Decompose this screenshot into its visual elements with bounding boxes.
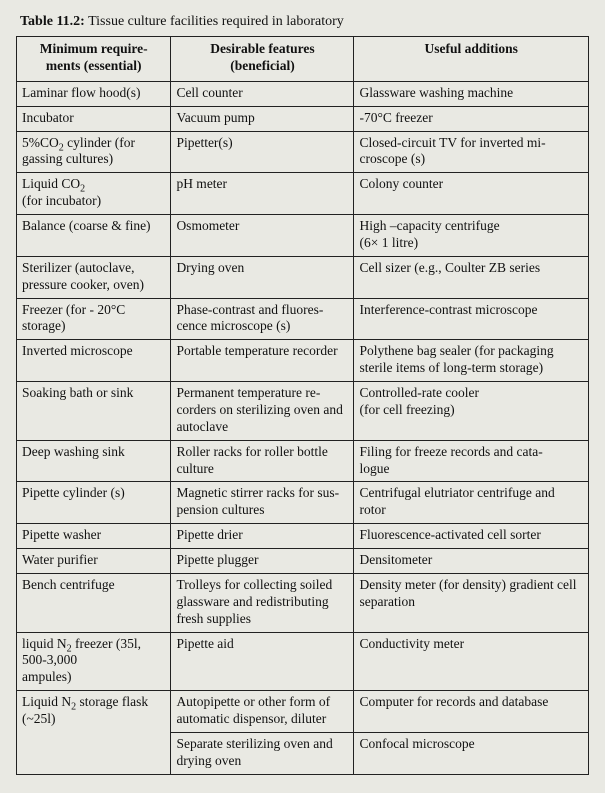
cell: Phase-contrast and fluores-cence microsc… xyxy=(171,298,354,340)
cell: Glassware washing machine xyxy=(354,81,589,106)
cell: Balance (coarse & fine) xyxy=(17,215,171,257)
cell: Permanent temperature re-corders on ster… xyxy=(171,382,354,441)
table-row: 5%CO2 cylinder (for gassing cultures)Pip… xyxy=(17,131,589,173)
cell: Incubator xyxy=(17,106,171,131)
cell: Pipette washer xyxy=(17,524,171,549)
cell: Soaking bath or sink xyxy=(17,382,171,441)
cell: Closed-circuit TV for inverted mi-crosco… xyxy=(354,131,589,173)
cell: Water purifier xyxy=(17,549,171,574)
cell: Polythene bag sealer (for packaging ster… xyxy=(354,340,589,382)
table-row: Deep washing sinkRoller racks for roller… xyxy=(17,440,589,482)
cell: Deep washing sink xyxy=(17,440,171,482)
table-row: Bench centrifugeTrolleys for collecting … xyxy=(17,573,589,632)
cell: Density meter (for density) gradient cel… xyxy=(354,573,589,632)
cell: Computer for records and database xyxy=(354,691,589,733)
cell: Osmometer xyxy=(171,215,354,257)
caption-text: Tissue culture facilities required in la… xyxy=(88,14,344,29)
cell: Autopipette or other form of automatic d… xyxy=(171,691,354,733)
cell: High –capacity centrifuge(6× 1 litre) xyxy=(354,215,589,257)
table-row: Pipette washerPipette drierFluorescence-… xyxy=(17,524,589,549)
cell: 5%CO2 cylinder (for gassing cultures) xyxy=(17,131,171,173)
cell: Fluorescence-activated cell sorter xyxy=(354,524,589,549)
cell: Trolleys for collecting soiled glassware… xyxy=(171,573,354,632)
table-caption: Table 11.2: Tissue culture facilities re… xyxy=(20,14,589,30)
cell: Inverted microscope xyxy=(17,340,171,382)
cell: Cell counter xyxy=(171,81,354,106)
col-header-1: Minimum require-ments (essential) xyxy=(17,37,171,82)
cell: Conductivity meter xyxy=(354,632,589,691)
table-row: Laminar flow hood(s)Cell counterGlasswar… xyxy=(17,81,589,106)
caption-label: Table 11.2: xyxy=(20,14,85,29)
table-row: Freezer (for - 20°C storage)Phase-contra… xyxy=(17,298,589,340)
table-row: Inverted microscopePortable temperature … xyxy=(17,340,589,382)
cell: Liquid N2 storage flask (~25l) xyxy=(17,691,171,775)
cell: Pipette aid xyxy=(171,632,354,691)
header-row: Minimum require-ments (essential) Desira… xyxy=(17,37,589,82)
col-header-3: Useful additions xyxy=(354,37,589,82)
cell: -70°C freezer xyxy=(354,106,589,131)
cell: Portable temperature recorder xyxy=(171,340,354,382)
cell: Cell sizer (e.g., Coulter ZB series xyxy=(354,256,589,298)
cell: Bench centrifuge xyxy=(17,573,171,632)
cell: Pipette cylinder (s) xyxy=(17,482,171,524)
cell: Controlled-rate cooler(for cell freezing… xyxy=(354,382,589,441)
table-row: Soaking bath or sinkPermanent temperatur… xyxy=(17,382,589,441)
cell: Interference-contrast microscope xyxy=(354,298,589,340)
table-row: liquid N2 freezer (35l, 500-3,000ampules… xyxy=(17,632,589,691)
cell: Liquid CO2(for incubator) xyxy=(17,173,171,215)
cell: liquid N2 freezer (35l, 500-3,000ampules… xyxy=(17,632,171,691)
table-row: Pipette cylinder (s)Magnetic stirrer rac… xyxy=(17,482,589,524)
table-row: Balance (coarse & fine)OsmometerHigh –ca… xyxy=(17,215,589,257)
cell: Centrifugal elutriator centrifuge and ro… xyxy=(354,482,589,524)
cell: Separate sterilizing oven and drying ove… xyxy=(171,732,354,774)
cell: Pipette plugger xyxy=(171,549,354,574)
table-row: Liquid CO2(for incubator)pH meterColony … xyxy=(17,173,589,215)
cell: pH meter xyxy=(171,173,354,215)
cell: Freezer (for - 20°C storage) xyxy=(17,298,171,340)
table-row: Liquid N2 storage flask (~25l)Autopipett… xyxy=(17,691,589,733)
cell: Pipette drier xyxy=(171,524,354,549)
table-row: Water purifierPipette pluggerDensitomete… xyxy=(17,549,589,574)
cell: Magnetic stirrer racks for sus-pension c… xyxy=(171,482,354,524)
cell: Vacuum pump xyxy=(171,106,354,131)
cell: Sterilizer (autoclave, pressure cooker, … xyxy=(17,256,171,298)
cell: Roller racks for roller bottle culture xyxy=(171,440,354,482)
cell: Drying oven xyxy=(171,256,354,298)
table-body: Laminar flow hood(s)Cell counterGlasswar… xyxy=(17,81,589,774)
table-row: IncubatorVacuum pump-70°C freezer xyxy=(17,106,589,131)
cell: Filing for freeze records and cata-logue xyxy=(354,440,589,482)
cell: Pipetter(s) xyxy=(171,131,354,173)
cell: Confocal microscope xyxy=(354,732,589,774)
cell: Laminar flow hood(s) xyxy=(17,81,171,106)
col-header-2: Desirable features(beneficial) xyxy=(171,37,354,82)
table-row: Sterilizer (autoclave, pressure cooker, … xyxy=(17,256,589,298)
facilities-table: Minimum require-ments (essential) Desira… xyxy=(16,36,589,775)
cell: Densitometer xyxy=(354,549,589,574)
cell: Colony counter xyxy=(354,173,589,215)
